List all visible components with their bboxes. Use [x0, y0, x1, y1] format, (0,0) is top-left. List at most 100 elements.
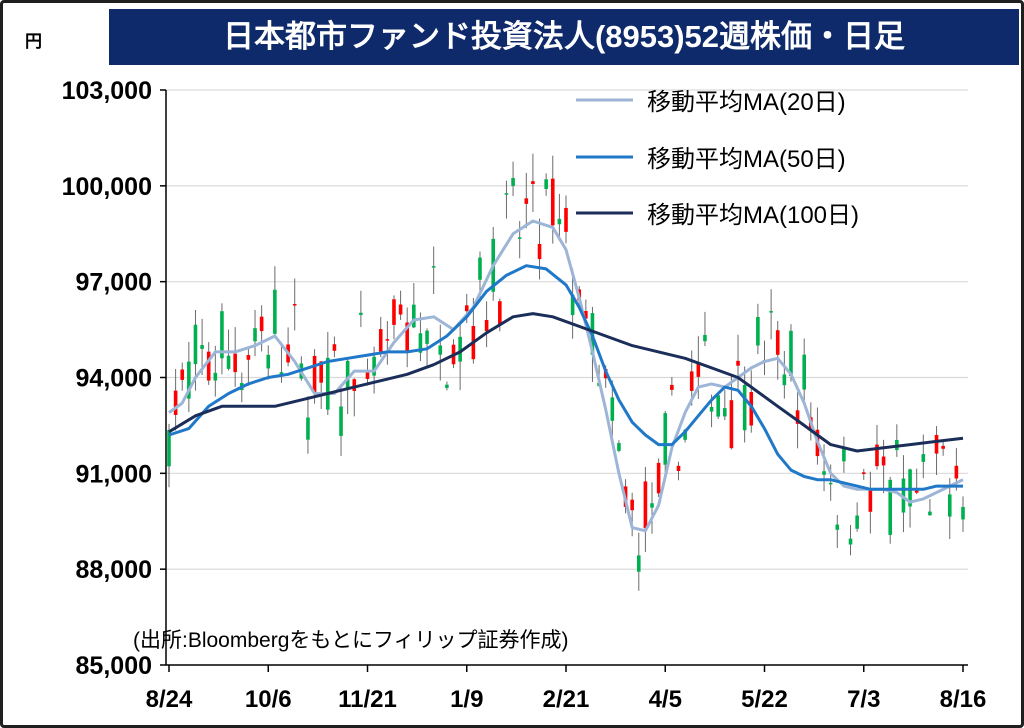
candle-body: [259, 316, 264, 332]
unit-label: 円: [25, 32, 42, 51]
candle-body: [544, 179, 548, 189]
candle-body: [352, 379, 357, 391]
candle-body: [934, 434, 939, 454]
candle-body: [736, 360, 740, 366]
candle-body: [431, 266, 436, 268]
candle-body: [412, 304, 416, 328]
candle-body: [822, 471, 826, 475]
candle-body: [782, 374, 787, 386]
candle-body: [828, 482, 833, 485]
candle-body: [292, 304, 297, 306]
candle-body: [703, 334, 707, 342]
candle-body: [795, 410, 800, 424]
candle-body: [670, 384, 674, 390]
candle-body: [941, 445, 945, 449]
x-axis-ticks: 8/24 10/6 11/21 1/9 2/21 4/5 5/22 7/3 8/16: [146, 665, 986, 713]
candle-body: [173, 390, 178, 415]
candle-body: [775, 330, 780, 355]
candle-body: [445, 384, 449, 388]
legend: 移動平均MA(20日) 移動平均MA(50日) 移動平均MA(100日): [576, 89, 859, 229]
y-tick-label: 103,000: [62, 77, 152, 105]
ma-line-2: [168, 312, 964, 453]
candle-body: [716, 395, 720, 417]
candle-body: [359, 312, 363, 315]
candle-body: [193, 324, 198, 365]
x-tick-label: 4/5: [649, 686, 682, 713]
candle-body: [180, 369, 185, 380]
candle-body: [365, 370, 370, 379]
candle-body: [273, 289, 277, 334]
candle-body: [378, 329, 383, 352]
candle-body: [524, 198, 529, 204]
candle-body: [769, 311, 773, 313]
candle-body: [517, 237, 522, 239]
x-tick-label: 2/21: [543, 686, 590, 713]
candle-body: [220, 311, 224, 359]
chart-title: 日本都市ファンド投資法人(8953)52週株価・日足: [223, 19, 905, 54]
candle-body: [372, 356, 376, 376]
source-note: (出所:Bloombergをもとにフィリップ証券作成): [133, 629, 569, 652]
x-tick-label: 5/22: [741, 686, 788, 713]
candle-body: [663, 413, 668, 465]
candle-body: [167, 429, 171, 467]
candle-body: [689, 371, 694, 391]
x-tick-label: 8/24: [146, 686, 193, 713]
candle-body: [385, 339, 390, 341]
candle-body: [683, 429, 687, 440]
candle-body: [484, 319, 489, 332]
candle-body: [345, 360, 350, 388]
candle-body: [405, 322, 409, 352]
title-banner: [109, 9, 1019, 65]
candle-body: [226, 355, 231, 369]
candle-body: [875, 444, 879, 467]
candle-body: [617, 443, 621, 451]
candle-body: [332, 344, 337, 351]
candle-body: [312, 355, 317, 393]
candle-body: [200, 345, 204, 349]
candle-body: [319, 361, 323, 383]
candle-body: [881, 456, 886, 466]
candle-body: [306, 417, 310, 440]
candle-body: [855, 515, 859, 529]
candle-body: [709, 406, 714, 412]
candle-body: [921, 454, 926, 462]
x-tick-label: 11/21: [338, 686, 397, 713]
candle-body: [643, 481, 648, 529]
candle-body: [438, 345, 443, 355]
candle-body: [504, 193, 509, 195]
candle-body: [848, 538, 853, 545]
y-tick-label: 94,000: [76, 365, 152, 393]
y-tick-label: 100,000: [62, 173, 152, 201]
candle-body: [570, 294, 575, 316]
candle-body: [550, 178, 555, 226]
candle-body: [835, 524, 840, 530]
candle-body: [756, 317, 760, 346]
candle-body: [928, 511, 932, 516]
candle-body: [392, 299, 396, 325]
candle-body: [630, 499, 634, 511]
candle-body: [842, 446, 846, 462]
candle-body: [947, 494, 952, 517]
legend-label-ma20: 移動平均MA(20日): [647, 89, 846, 116]
candle-body: [868, 488, 873, 512]
candle-body: [187, 361, 191, 399]
candle-body: [511, 178, 515, 187]
moving-averages: [168, 219, 964, 533]
candle-body: [326, 357, 330, 410]
candle-body: [464, 305, 469, 312]
candle-body: [742, 384, 747, 431]
candle-body: [425, 330, 429, 344]
y-tick-label: 91,000: [76, 460, 152, 488]
candle-body: [233, 353, 237, 373]
candle-body: [888, 479, 893, 535]
axes: [165, 90, 968, 666]
x-tick-label: 10/6: [245, 686, 292, 713]
candle-body: [458, 336, 462, 362]
candle-body: [650, 503, 654, 508]
stock-chart: 日本都市ファンド投資法人(8953)52週株価・日足 円 85,000 88,00…: [25, 9, 1019, 713]
candle-body: [498, 301, 502, 325]
candle-body: [954, 465, 959, 479]
candle-body: [213, 372, 218, 381]
candle-body: [610, 397, 615, 421]
